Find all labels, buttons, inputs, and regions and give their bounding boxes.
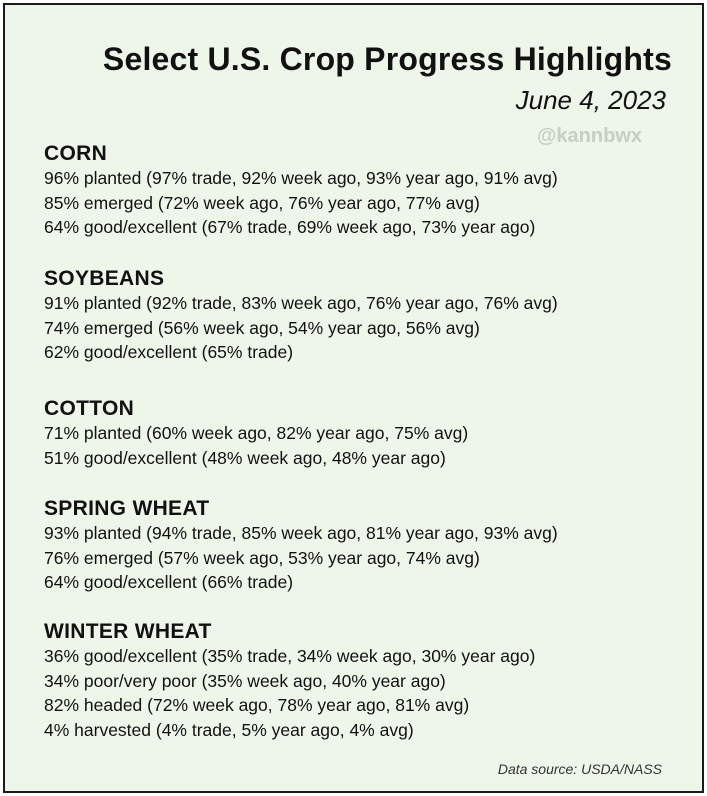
section-lines: 36% good/excellent (35% trade, 34% week … <box>44 644 535 742</box>
stat-line: 85% emerged (72% week ago, 76% year ago,… <box>44 192 480 213</box>
stat-line: 4% harvested (4% trade, 5% year ago, 4% … <box>44 719 414 740</box>
section-corn: CORN 96% planted (97% trade, 92% week ag… <box>44 141 558 240</box>
stat-line: 71% planted (60% week ago, 82% year ago,… <box>44 423 469 443</box>
section-lines: 96% planted (97% trade, 92% week ago, 93… <box>44 166 558 240</box>
stat-line: 62% good/excellent (65% trade) <box>44 342 294 362</box>
section-heading: CORN <box>44 142 108 165</box>
crop-progress-card: Select U.S. Crop Progress Highlights Jun… <box>3 3 704 793</box>
stat-line: 82% headed (72% week ago, 78% year ago, … <box>44 695 470 715</box>
section-lines: 93% planted (94% trade, 85% week ago, 81… <box>44 521 558 595</box>
stat-line: 76% emerged (57% week ago, 53% year ago,… <box>44 547 480 568</box>
section-heading: SPRING WHEAT <box>44 497 210 520</box>
section-heading: WINTER WHEAT <box>44 620 212 643</box>
author-handle: @kannbwx <box>536 125 642 147</box>
section-lines: 91% planted (92% trade, 83% week ago, 76… <box>44 291 558 365</box>
section-winter-wheat: WINTER WHEAT 36% good/excellent (35% tra… <box>44 619 535 742</box>
section-cotton: COTTON 71% planted (60% week ago, 82% ye… <box>44 396 468 470</box>
page-title: Select U.S. Crop Progress Highlights <box>102 41 672 77</box>
section-heading: SOYBEANS <box>44 267 165 290</box>
section-spring-wheat: SPRING WHEAT 93% planted (94% trade, 85%… <box>44 496 558 595</box>
section-heading: COTTON <box>44 397 135 420</box>
stat-line: 51% good/excellent (48% week ago, 48% ye… <box>44 447 446 468</box>
report-date: June 4, 2023 <box>515 85 666 115</box>
stat-line: 96% planted (97% trade, 92% week ago, 93… <box>44 168 558 188</box>
stat-line: 36% good/excellent (35% trade, 34% week … <box>44 646 536 666</box>
stat-line: 64% good/excellent (66% trade) <box>44 572 294 592</box>
section-soybeans: SOYBEANS 91% planted (92% trade, 83% wee… <box>44 266 558 365</box>
stat-line: 74% emerged (56% week ago, 54% year ago,… <box>44 317 480 338</box>
stat-line: 64% good/excellent (67% trade, 69% week … <box>44 217 536 237</box>
stat-line: 91% planted (92% trade, 83% week ago, 76… <box>44 293 558 313</box>
data-source: Data source: USDA/NASS <box>497 761 662 777</box>
stat-line: 93% planted (94% trade, 85% week ago, 81… <box>44 523 558 543</box>
section-lines: 71% planted (60% week ago, 82% year ago,… <box>44 421 468 470</box>
stat-line: 34% poor/very poor (35% week ago, 40% ye… <box>44 670 446 691</box>
